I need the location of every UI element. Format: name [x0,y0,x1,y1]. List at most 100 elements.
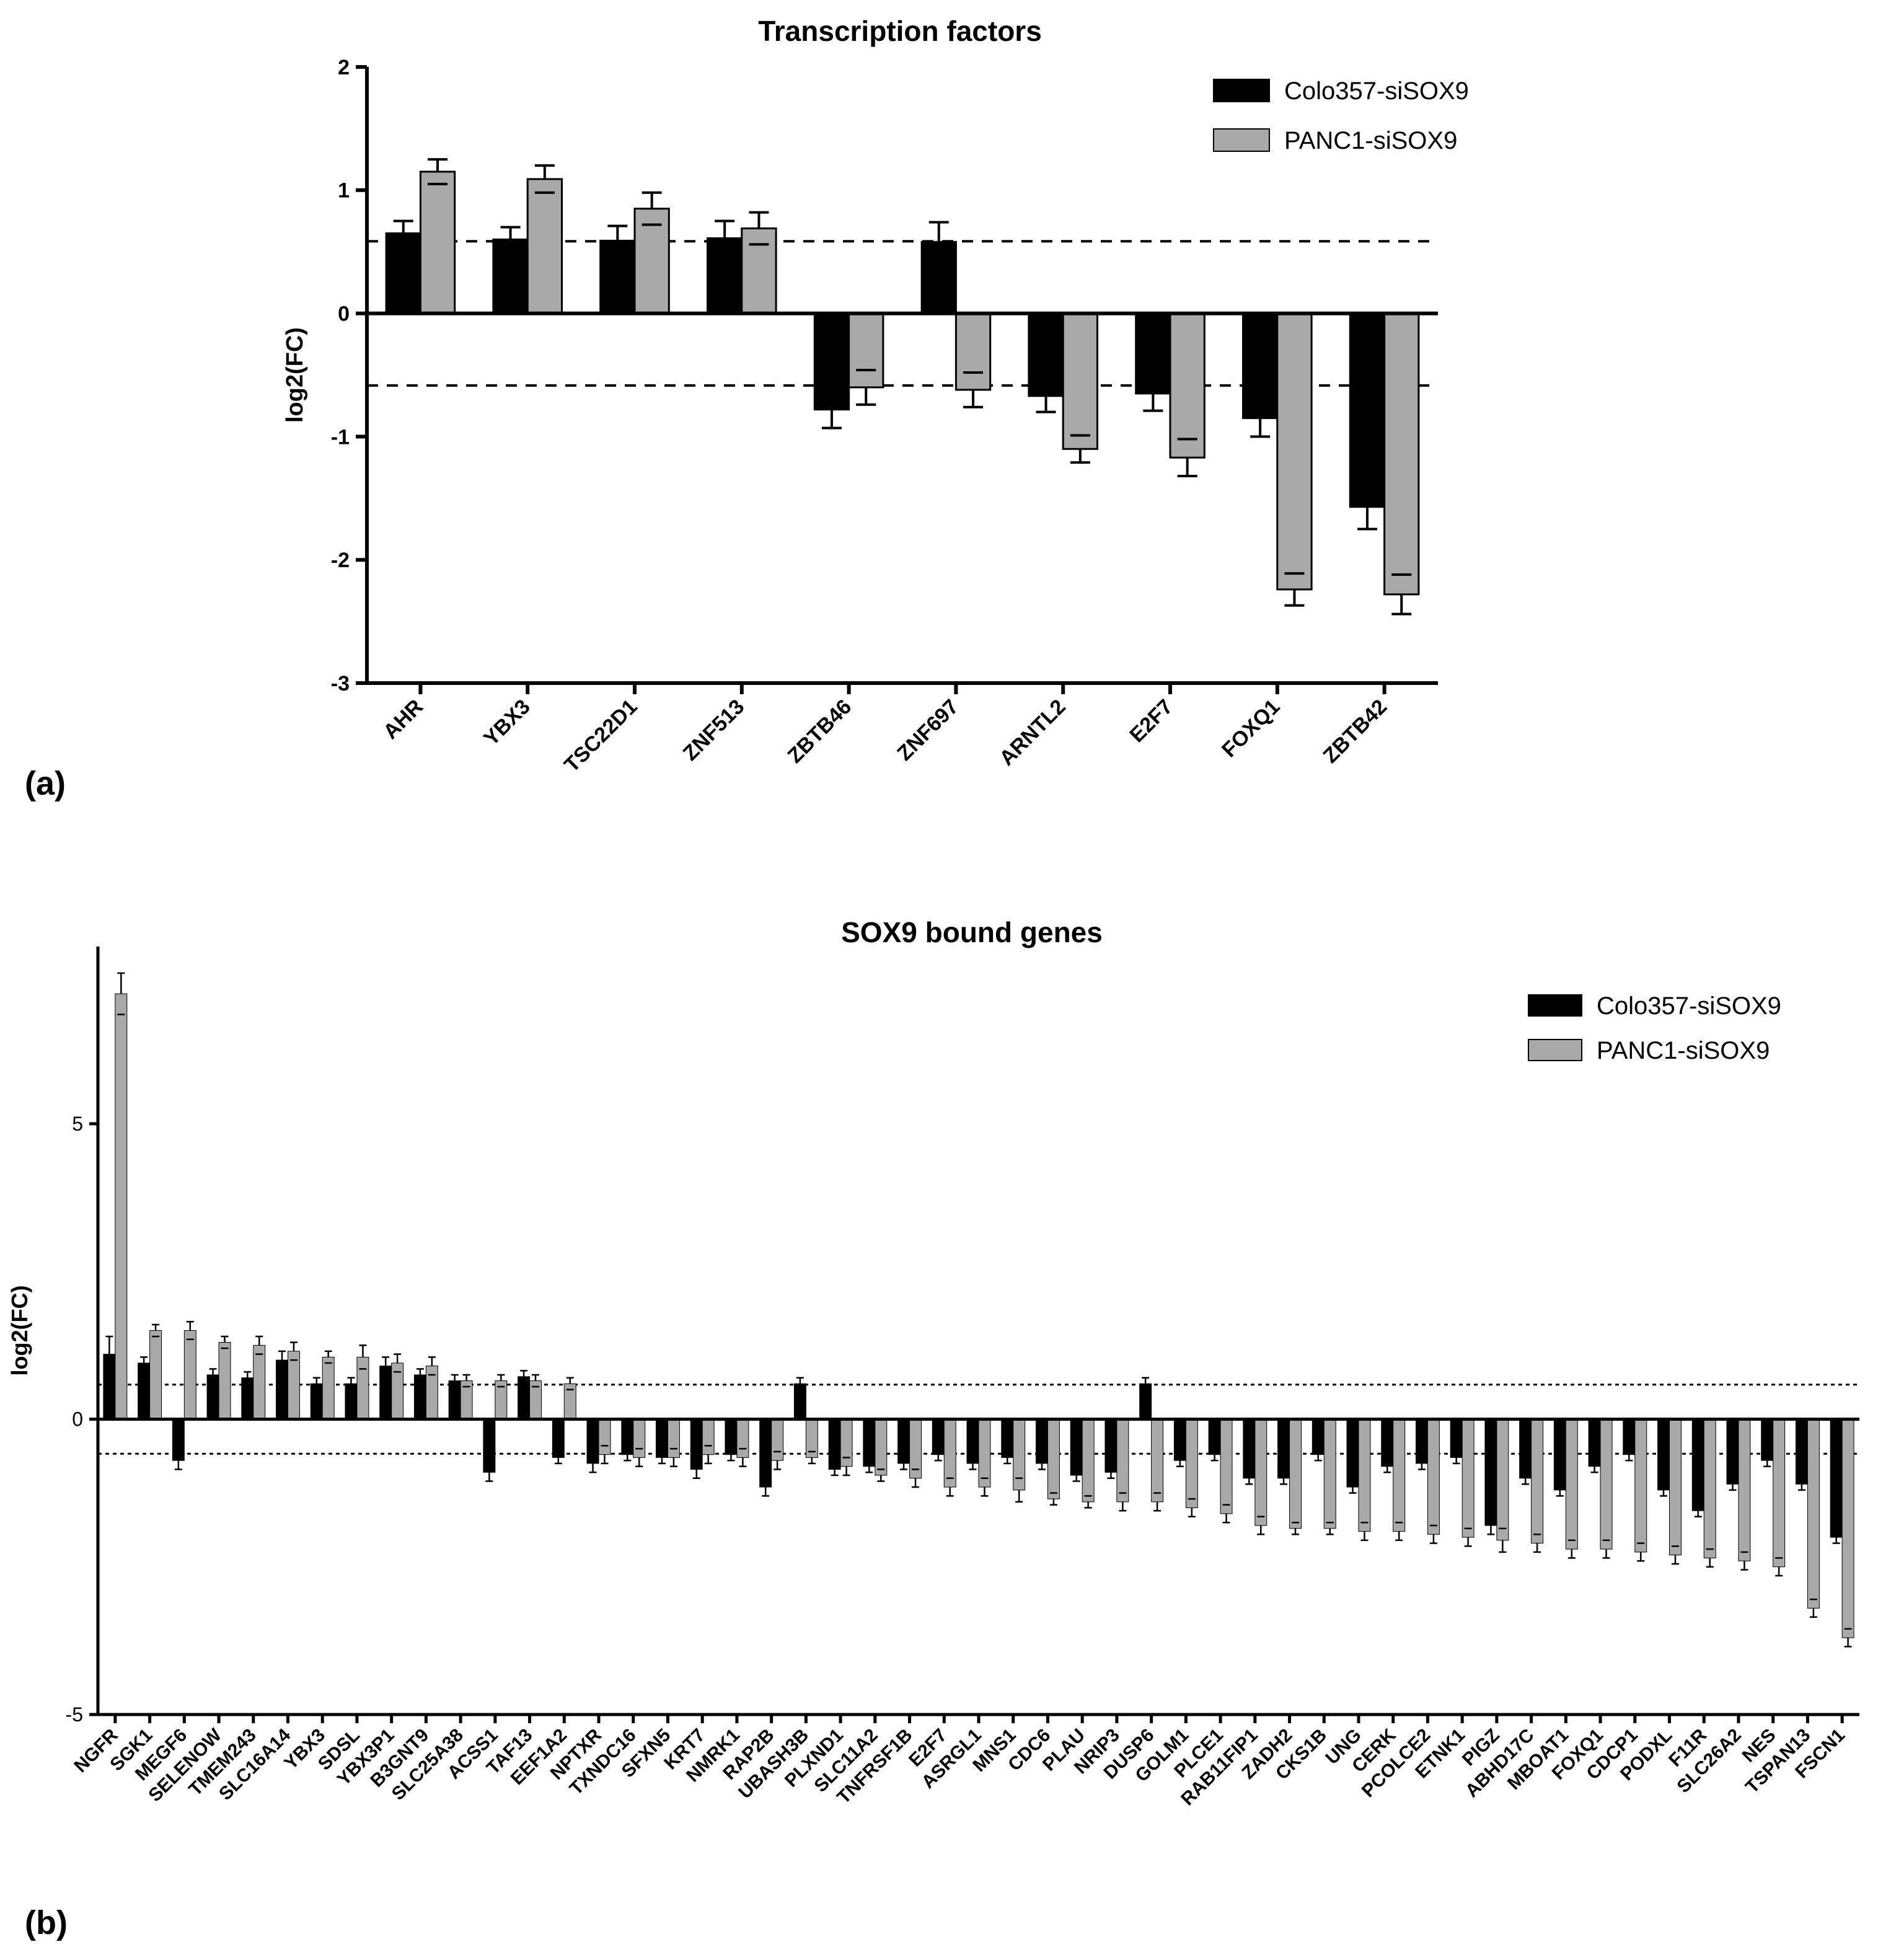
bar-colo357-arntl2 [1028,312,1064,397]
bar-colo357-megf6 [172,1418,185,1461]
bar-panc1-f11r [1703,1418,1716,1558]
bar-colo357-zbtb42 [1349,312,1386,508]
bar-panc1-nptxr [598,1418,611,1455]
bar-panc1-ngfr [115,993,128,1419]
bar-panc1-foxq1 [1600,1418,1613,1550]
category-label-ahr: AHR [379,695,428,744]
bar-panc1-plxnd1 [840,1418,853,1467]
bar-panc1-nrip3 [1116,1418,1129,1503]
bar-panc1-plce1 [1220,1418,1233,1514]
bar-panc1-asrgl1 [978,1418,991,1488]
bar-panc1-sfxn5 [667,1418,680,1458]
bar-colo357-ung [1346,1418,1359,1488]
bar-colo357-znf513 [707,237,743,315]
bar-panc1-txndc16 [633,1418,646,1458]
bar-panc1-znf513 [741,227,777,315]
category-label-e2f7: E2F7 [1125,695,1177,747]
bar-colo357-nptxr [586,1418,599,1464]
bar-panc1-slc16a14 [287,1351,300,1419]
chart-title: Transcription factors [758,15,1042,47]
bar-colo357-ngfr [103,1354,116,1419]
bar-colo357-f11r [1691,1418,1704,1511]
bar-colo357-plau [1070,1418,1083,1476]
bar-panc1-pigz [1496,1418,1509,1541]
bar-panc1-rab11fip1 [1254,1418,1267,1526]
y-tick-label: -1 [331,425,350,449]
bar-colo357-sgk1 [138,1362,151,1419]
bar-panc1-e2f7 [1169,312,1206,459]
bar-panc1-zadh2 [1289,1418,1302,1529]
bar-panc1-cdcp1 [1634,1418,1647,1553]
bar-panc1-cerk [1393,1418,1406,1532]
y-axis-label: log2(FC) [7,1286,32,1376]
bar-panc1-znf697 [954,312,992,391]
bar-panc1-tspan13 [1807,1418,1820,1609]
category-label-znf513: ZNF513 [679,695,749,766]
bar-panc1-podxl [1669,1418,1682,1556]
bar-colo357-abhd17c [1519,1418,1532,1479]
legend-swatch-colo357 [1213,79,1270,102]
bar-colo357-rab11fip1 [1243,1418,1256,1479]
y-tick-label: 2 [338,56,350,79]
bar-panc1-ahr [419,170,456,315]
bar-panc1-selenow [218,1342,231,1419]
bar-panc1-mboat1 [1565,1418,1578,1550]
bar-panc1-zbtb42 [1383,312,1420,596]
legend-label-colo357: Colo357-siSOX9 [1284,77,1469,105]
category-label-arntl2: ARNTL2 [995,695,1070,770]
bar-panc1-foxq1 [1276,312,1313,591]
bar-panc1-sgk1 [149,1330,162,1419]
y-tick-label: -3 [331,672,350,695]
bar-colo357-tspan13 [1795,1418,1808,1485]
y-tick-label: -5 [66,1703,83,1726]
bar-colo357-nrip3 [1104,1418,1118,1473]
panel-label-b: (b) [25,1904,68,1941]
bar-colo357-slc26a2 [1726,1418,1739,1485]
legend-swatch-panc1 [1528,1039,1582,1061]
category-label-ybx3: YBX3 [479,695,535,751]
chart-transcription-factors: Transcription factors 2 1 0 -1 -2 -3 AHR YBX3 TSC… [282,15,1469,777]
bar-colo357-fscn1 [1830,1418,1843,1538]
bar-colo357-ybx3p1 [379,1366,392,1419]
bar-colo357-slc11a2 [863,1418,876,1467]
bar-panc1-krt7 [702,1418,715,1455]
category-label-zbtb42: ZBTB42 [1319,695,1392,768]
bar-panc1-megf6 [183,1330,196,1419]
category-label-tsc22d1: TSC22D1 [560,695,641,777]
bar-panc1-zbtb46 [848,312,884,389]
bar-panc1-ung [1358,1418,1371,1532]
bar-panc1-abhd17c [1531,1418,1544,1544]
bar-colo357-zadh2 [1277,1418,1290,1479]
bar-colo357-tsc22d1 [599,239,636,315]
bar-panc1-mns1 [1013,1418,1026,1491]
bar-panc1-cks1b [1323,1418,1336,1529]
bar-panc1-rap2b [771,1418,784,1461]
legend-swatch-panc1 [1213,128,1270,152]
legend-swatch-colo357 [1528,994,1582,1017]
bar-panc1-nmrk1 [736,1418,749,1458]
bar-colo357-pigz [1484,1418,1497,1526]
bar-colo357-podxl [1657,1418,1670,1491]
category-label-foxq1: FOXQ1 [1217,695,1284,762]
bar-panc1-b3gnt9 [425,1366,438,1419]
bar-colo357-plxnd1 [828,1418,841,1470]
bar-panc1-slc11a2 [875,1418,888,1476]
bar-colo357-foxq1 [1242,312,1279,420]
y-axis-label: log2(FC) [282,327,308,423]
bar-panc1-etnk1 [1461,1418,1475,1538]
bar-colo357-rap2b [759,1418,772,1488]
bar-panc1-sdsl [356,1356,369,1419]
bar-colo357-zbtb46 [813,312,850,411]
bar-panc1-ybx3 [526,178,563,315]
bar-colo357-acss1 [483,1418,496,1473]
bar-panc1-pcolce2 [1427,1418,1440,1535]
category-label-zbtb46: ZBTB46 [783,695,857,768]
legend-label-panc1: PANC1-siSOX9 [1597,1037,1770,1064]
legend-label-colo357: Colo357-siSOX9 [1597,992,1781,1020]
bar-panc1-tmem243 [253,1344,266,1419]
bar-panc1-golm1 [1185,1418,1198,1508]
bar-colo357-znf697 [920,241,957,315]
bar-panc1-slc26a2 [1738,1418,1751,1561]
y-tick-label: 5 [72,1113,83,1135]
